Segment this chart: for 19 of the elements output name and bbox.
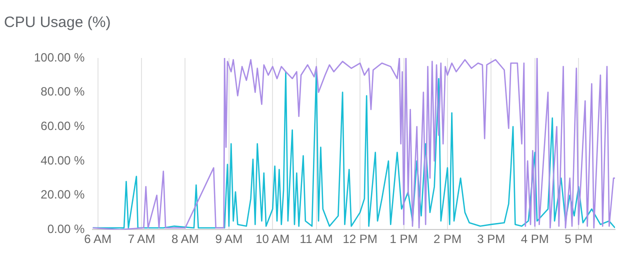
- x-tick-label: 2 PM: [433, 232, 462, 246]
- y-tick-label: 40.00 %: [40, 153, 86, 168]
- y-tick-label: 20.00 %: [40, 188, 86, 202]
- x-tick-label: 10 AM: [256, 232, 290, 246]
- x-tick-label: 7 AM: [128, 232, 156, 246]
- x-tick-label: 3 PM: [477, 232, 506, 246]
- x-tick-label: 5 PM: [564, 232, 593, 246]
- y-tick-label: 80.00 %: [40, 84, 86, 99]
- y-tick-label: 0.00 %: [47, 222, 86, 236]
- x-tick-label: 12 PM: [342, 232, 378, 246]
- x-tick-label: 1 PM: [390, 232, 418, 246]
- x-tick-label: 9 AM: [215, 232, 243, 246]
- y-tick-label: 60.00 %: [40, 118, 86, 133]
- x-tick-label: 8 AM: [172, 232, 199, 246]
- y-tick-label: 100.00 %: [34, 50, 86, 64]
- x-tick-label: 6 AM: [84, 232, 112, 246]
- x-tick-label: 4 PM: [520, 232, 549, 246]
- x-tick-label: 11 AM: [300, 232, 333, 246]
- chart-title: CPU Usage (%): [4, 14, 111, 32]
